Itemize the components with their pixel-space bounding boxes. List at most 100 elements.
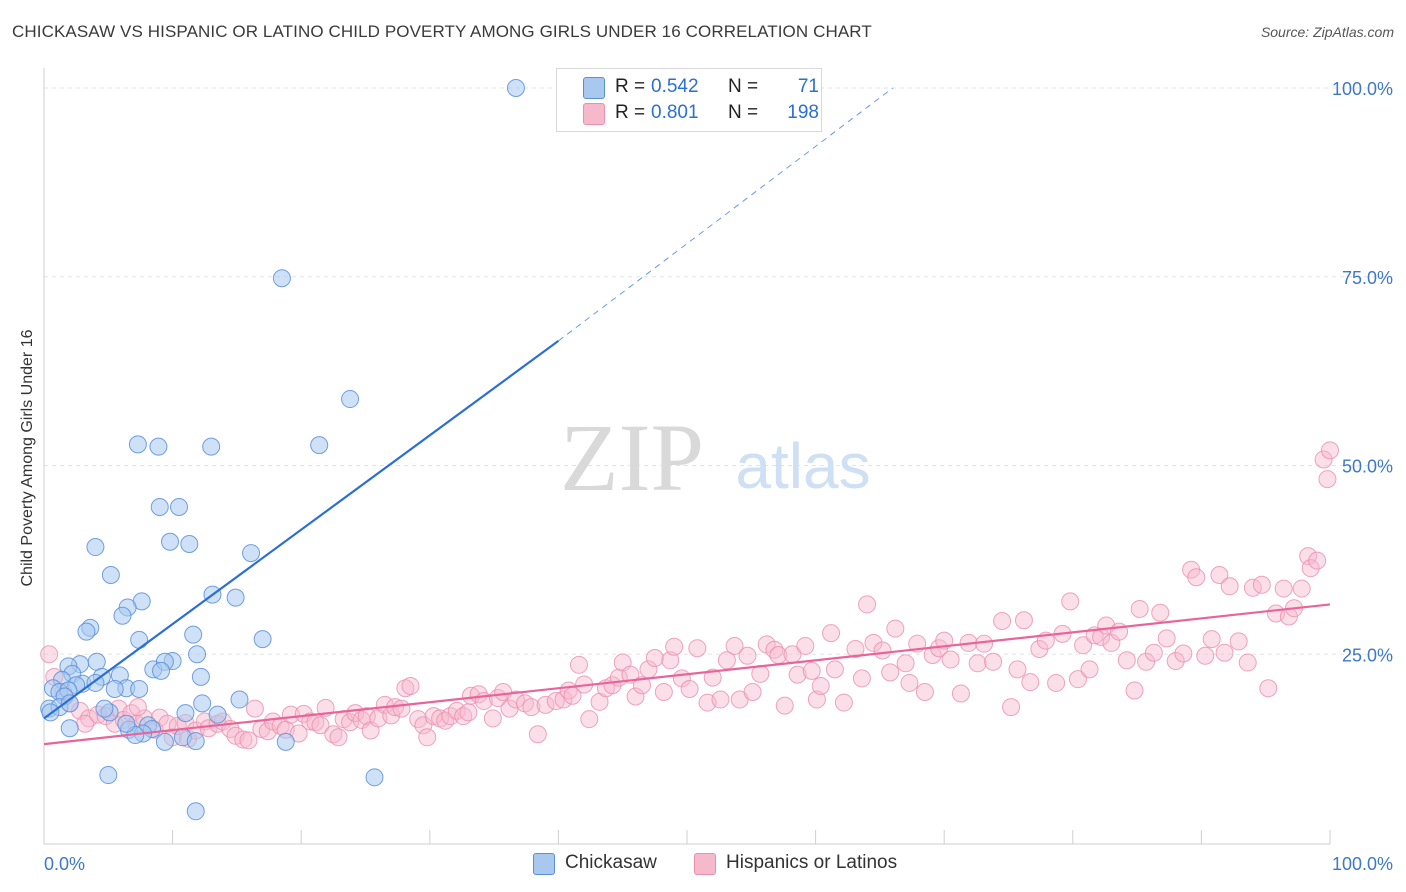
hispanic-point [811, 676, 830, 695]
n-value: 198 [787, 102, 819, 123]
hispanic-point [1220, 577, 1239, 596]
chickasaw-point [176, 704, 195, 723]
hispanic-point [546, 692, 565, 711]
hispanic-point [711, 690, 730, 709]
y-axis-label: Child Poverty Among Girls Under 16 [19, 329, 36, 587]
hispanic-point [873, 641, 892, 660]
chickasaw-point [180, 535, 199, 554]
chickasaw-point [188, 645, 207, 664]
hispanic-point [984, 652, 1003, 671]
chickasaw-point [242, 544, 261, 563]
hispanic-point [1215, 643, 1234, 662]
hispanic-point [1074, 636, 1093, 655]
hispanic-point [1137, 652, 1156, 671]
hispanic-point [688, 639, 707, 658]
hispanic-point [654, 683, 673, 701]
y-tick-label: 100.0% [1332, 79, 1393, 99]
legend-item-hispanic[interactable]: Hispanics or Latinos [694, 852, 924, 876]
legend-item-chickasaw[interactable]: Chickasaw [533, 852, 683, 876]
chickasaw-point [155, 732, 174, 751]
chickasaw-point [193, 694, 212, 713]
hispanic-point [554, 690, 573, 709]
hispanic-point [645, 649, 664, 668]
chickasaw-point [149, 437, 168, 456]
y-tick-label: 50.0% [1342, 457, 1393, 477]
chickasaw-point [186, 802, 205, 821]
hispanic-point [234, 730, 253, 749]
hispanic-point [1047, 673, 1066, 692]
hispanic-point [1229, 632, 1248, 651]
hispanic-point [1014, 611, 1033, 630]
hispanic-point [522, 698, 541, 717]
chickasaw-point [226, 588, 245, 607]
hispanic-point [245, 699, 264, 718]
hispanic-point [1301, 559, 1320, 578]
hispanic-points [40, 441, 1339, 750]
chickasaw-point [186, 732, 205, 751]
hispanic-point [858, 595, 877, 614]
hispanic-point [915, 683, 934, 701]
chickasaw-point [77, 622, 96, 641]
hispanic-point [506, 690, 525, 709]
r-value: 0.801 [651, 102, 699, 123]
chickasaw-point [230, 690, 249, 709]
hispanic-point [1238, 653, 1257, 672]
r-value: 0.542 [651, 76, 699, 97]
hispanic-point [834, 693, 853, 712]
hispanic-point [725, 636, 744, 655]
hispanic-point [738, 646, 757, 665]
hispanic-point [1259, 679, 1278, 698]
stats-box: R = 0.542 N = 71 R = 0.801 N = 198 [556, 68, 822, 132]
legend-label-hispanic: Hispanics or Latinos [726, 852, 898, 873]
hispanic-point [418, 728, 437, 747]
r-label: R = [615, 76, 646, 97]
hispanic-point [483, 709, 502, 728]
hispanic-point [1125, 681, 1144, 700]
hispanic-point [1144, 643, 1163, 662]
hispanic-point [1314, 450, 1333, 469]
watermark-atlas: atlas [735, 430, 870, 502]
chickasaw-point [117, 714, 136, 733]
legend-label-chickasaw: Chickasaw [565, 852, 657, 873]
chickasaw-point [152, 661, 171, 680]
y-tick-label: 25.0% [1342, 645, 1393, 665]
hispanic-point [1157, 629, 1176, 648]
hispanic-point [1151, 603, 1170, 622]
hispanic-point [1321, 441, 1339, 460]
hispanic-point [896, 654, 915, 673]
hispanic-point [626, 687, 645, 706]
hispanic-point [1021, 673, 1040, 692]
hispanic-point [1130, 599, 1149, 618]
hispanic-point [341, 713, 360, 732]
hispanic-point [414, 716, 433, 735]
hispanic-point [717, 651, 736, 670]
chickasaw-point [150, 498, 169, 517]
hispanic-point [802, 661, 821, 680]
hispanic-point [301, 712, 320, 731]
hispanic-point [1008, 660, 1027, 679]
hispanic-point [951, 684, 970, 703]
hispanic-point [1292, 579, 1311, 598]
hispanic-point [632, 676, 651, 695]
chickasaw-points [40, 79, 525, 821]
n-label: N = [728, 76, 759, 97]
hispanic-point [1080, 660, 1099, 679]
hispanic-legend-swatch [694, 853, 716, 875]
hispanic-point [900, 673, 919, 692]
hispanic-point [1002, 698, 1021, 717]
hispanic-point [1187, 568, 1206, 587]
hispanic-point [239, 731, 258, 750]
hispanic-point [993, 612, 1012, 631]
x-tick-label: 0.0% [44, 854, 85, 874]
chickasaw-swatch [583, 77, 605, 99]
hispanic-point [1210, 565, 1229, 584]
hispanic-point [1196, 646, 1215, 665]
hispanic-point [1117, 651, 1136, 670]
r-label: R = [615, 102, 646, 123]
chickasaw-point [253, 630, 272, 649]
hispanic-point [1068, 670, 1087, 689]
hispanic-point [580, 710, 599, 729]
watermark-zip: ZIP [560, 404, 704, 511]
hispanic-point [968, 654, 987, 673]
hispanic-point [311, 716, 330, 735]
